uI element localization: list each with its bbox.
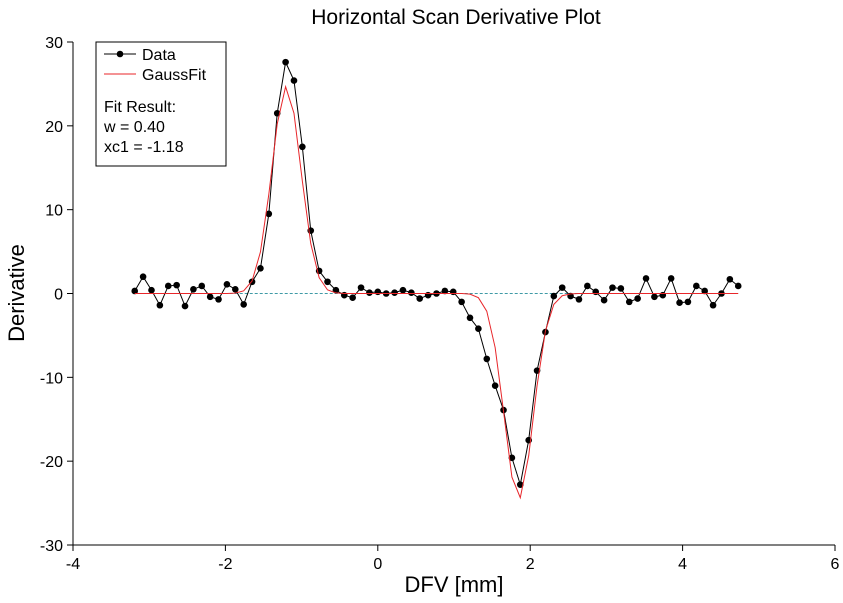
data-point bbox=[299, 143, 306, 151]
data-point bbox=[324, 278, 331, 286]
data-point bbox=[349, 294, 356, 301]
chart-title: Horizontal Scan Derivative Plot bbox=[311, 6, 601, 29]
data-point bbox=[408, 289, 415, 296]
y-tick-label: -30 bbox=[40, 538, 63, 555]
legend-marker bbox=[116, 50, 124, 58]
data-point bbox=[609, 284, 616, 291]
data-point bbox=[131, 287, 139, 295]
fit-annotation: Fit Result: bbox=[104, 99, 176, 116]
legend-label: Data bbox=[142, 47, 176, 64]
y-tick-label: -10 bbox=[40, 370, 63, 387]
data-point bbox=[223, 280, 231, 288]
data-point bbox=[709, 301, 717, 309]
data-point bbox=[206, 293, 214, 301]
y-tick-label: 30 bbox=[45, 35, 63, 52]
data-point bbox=[391, 289, 398, 296]
data-point bbox=[265, 210, 273, 218]
data-point bbox=[491, 382, 499, 390]
data-point bbox=[642, 275, 650, 282]
data-point bbox=[164, 282, 172, 290]
fit-annotation: w = 0.40 bbox=[103, 119, 165, 136]
data-point bbox=[600, 296, 608, 304]
data-point bbox=[575, 296, 583, 303]
data-point bbox=[173, 281, 180, 289]
data-point bbox=[676, 299, 683, 307]
data-point bbox=[156, 301, 164, 309]
data-point bbox=[232, 286, 239, 293]
data-point bbox=[190, 286, 197, 293]
data-point bbox=[181, 302, 189, 310]
y-tick-label: 20 bbox=[45, 119, 63, 136]
data-point bbox=[215, 296, 222, 303]
data-point bbox=[483, 355, 491, 363]
data-point bbox=[449, 288, 457, 296]
data-point bbox=[684, 298, 692, 306]
data-point bbox=[458, 298, 465, 306]
x-tick-label: -2 bbox=[218, 556, 232, 573]
data-point bbox=[290, 77, 298, 84]
x-axis-label: DFV [mm] bbox=[405, 572, 504, 597]
data-point bbox=[240, 301, 247, 308]
data-point bbox=[651, 293, 658, 301]
y-axis-label: Derivative bbox=[4, 244, 29, 342]
x-tick-label: -4 bbox=[66, 556, 80, 573]
data-point bbox=[508, 454, 516, 462]
data-point bbox=[139, 273, 147, 281]
data-point bbox=[584, 282, 591, 290]
data-point bbox=[366, 289, 373, 296]
data-point bbox=[399, 286, 407, 294]
data-point bbox=[617, 285, 625, 292]
data-point bbox=[726, 275, 734, 283]
legend-box bbox=[95, 41, 227, 167]
data-point bbox=[734, 282, 742, 290]
y-tick-label: -20 bbox=[40, 454, 63, 471]
data-point bbox=[357, 284, 365, 291]
x-tick-label: 2 bbox=[526, 556, 535, 573]
x-tick-label: 4 bbox=[678, 556, 687, 573]
data-point bbox=[592, 288, 600, 296]
y-tick-label: 10 bbox=[45, 203, 63, 220]
data-point bbox=[701, 287, 708, 295]
x-tick-label: 6 bbox=[831, 556, 840, 573]
data-point bbox=[475, 325, 482, 333]
y-tick-label: 0 bbox=[54, 287, 63, 304]
data-point bbox=[198, 282, 206, 290]
legend: Data GaussFit Fit Result: w = 0.40 xc1 = -1.… bbox=[95, 41, 227, 167]
data-point bbox=[634, 295, 641, 302]
data-point bbox=[148, 286, 155, 294]
legend-label: GaussFit bbox=[142, 67, 207, 84]
data-point bbox=[667, 275, 675, 282]
data-point bbox=[558, 284, 566, 291]
data-point bbox=[416, 295, 424, 302]
data-point bbox=[550, 292, 558, 300]
data-point bbox=[625, 298, 633, 306]
data-point bbox=[693, 282, 700, 290]
fit-annotation: xc1 = -1.18 bbox=[104, 139, 184, 156]
data-point bbox=[659, 291, 667, 299]
data-point bbox=[424, 291, 432, 299]
series-line bbox=[134, 84, 739, 500]
x-tick-label: 0 bbox=[373, 556, 382, 573]
data-point bbox=[374, 288, 382, 296]
data-point bbox=[441, 287, 449, 295]
data-point bbox=[257, 265, 264, 272]
data-point bbox=[282, 58, 289, 66]
data-point bbox=[516, 481, 524, 488]
data-point bbox=[466, 314, 474, 322]
